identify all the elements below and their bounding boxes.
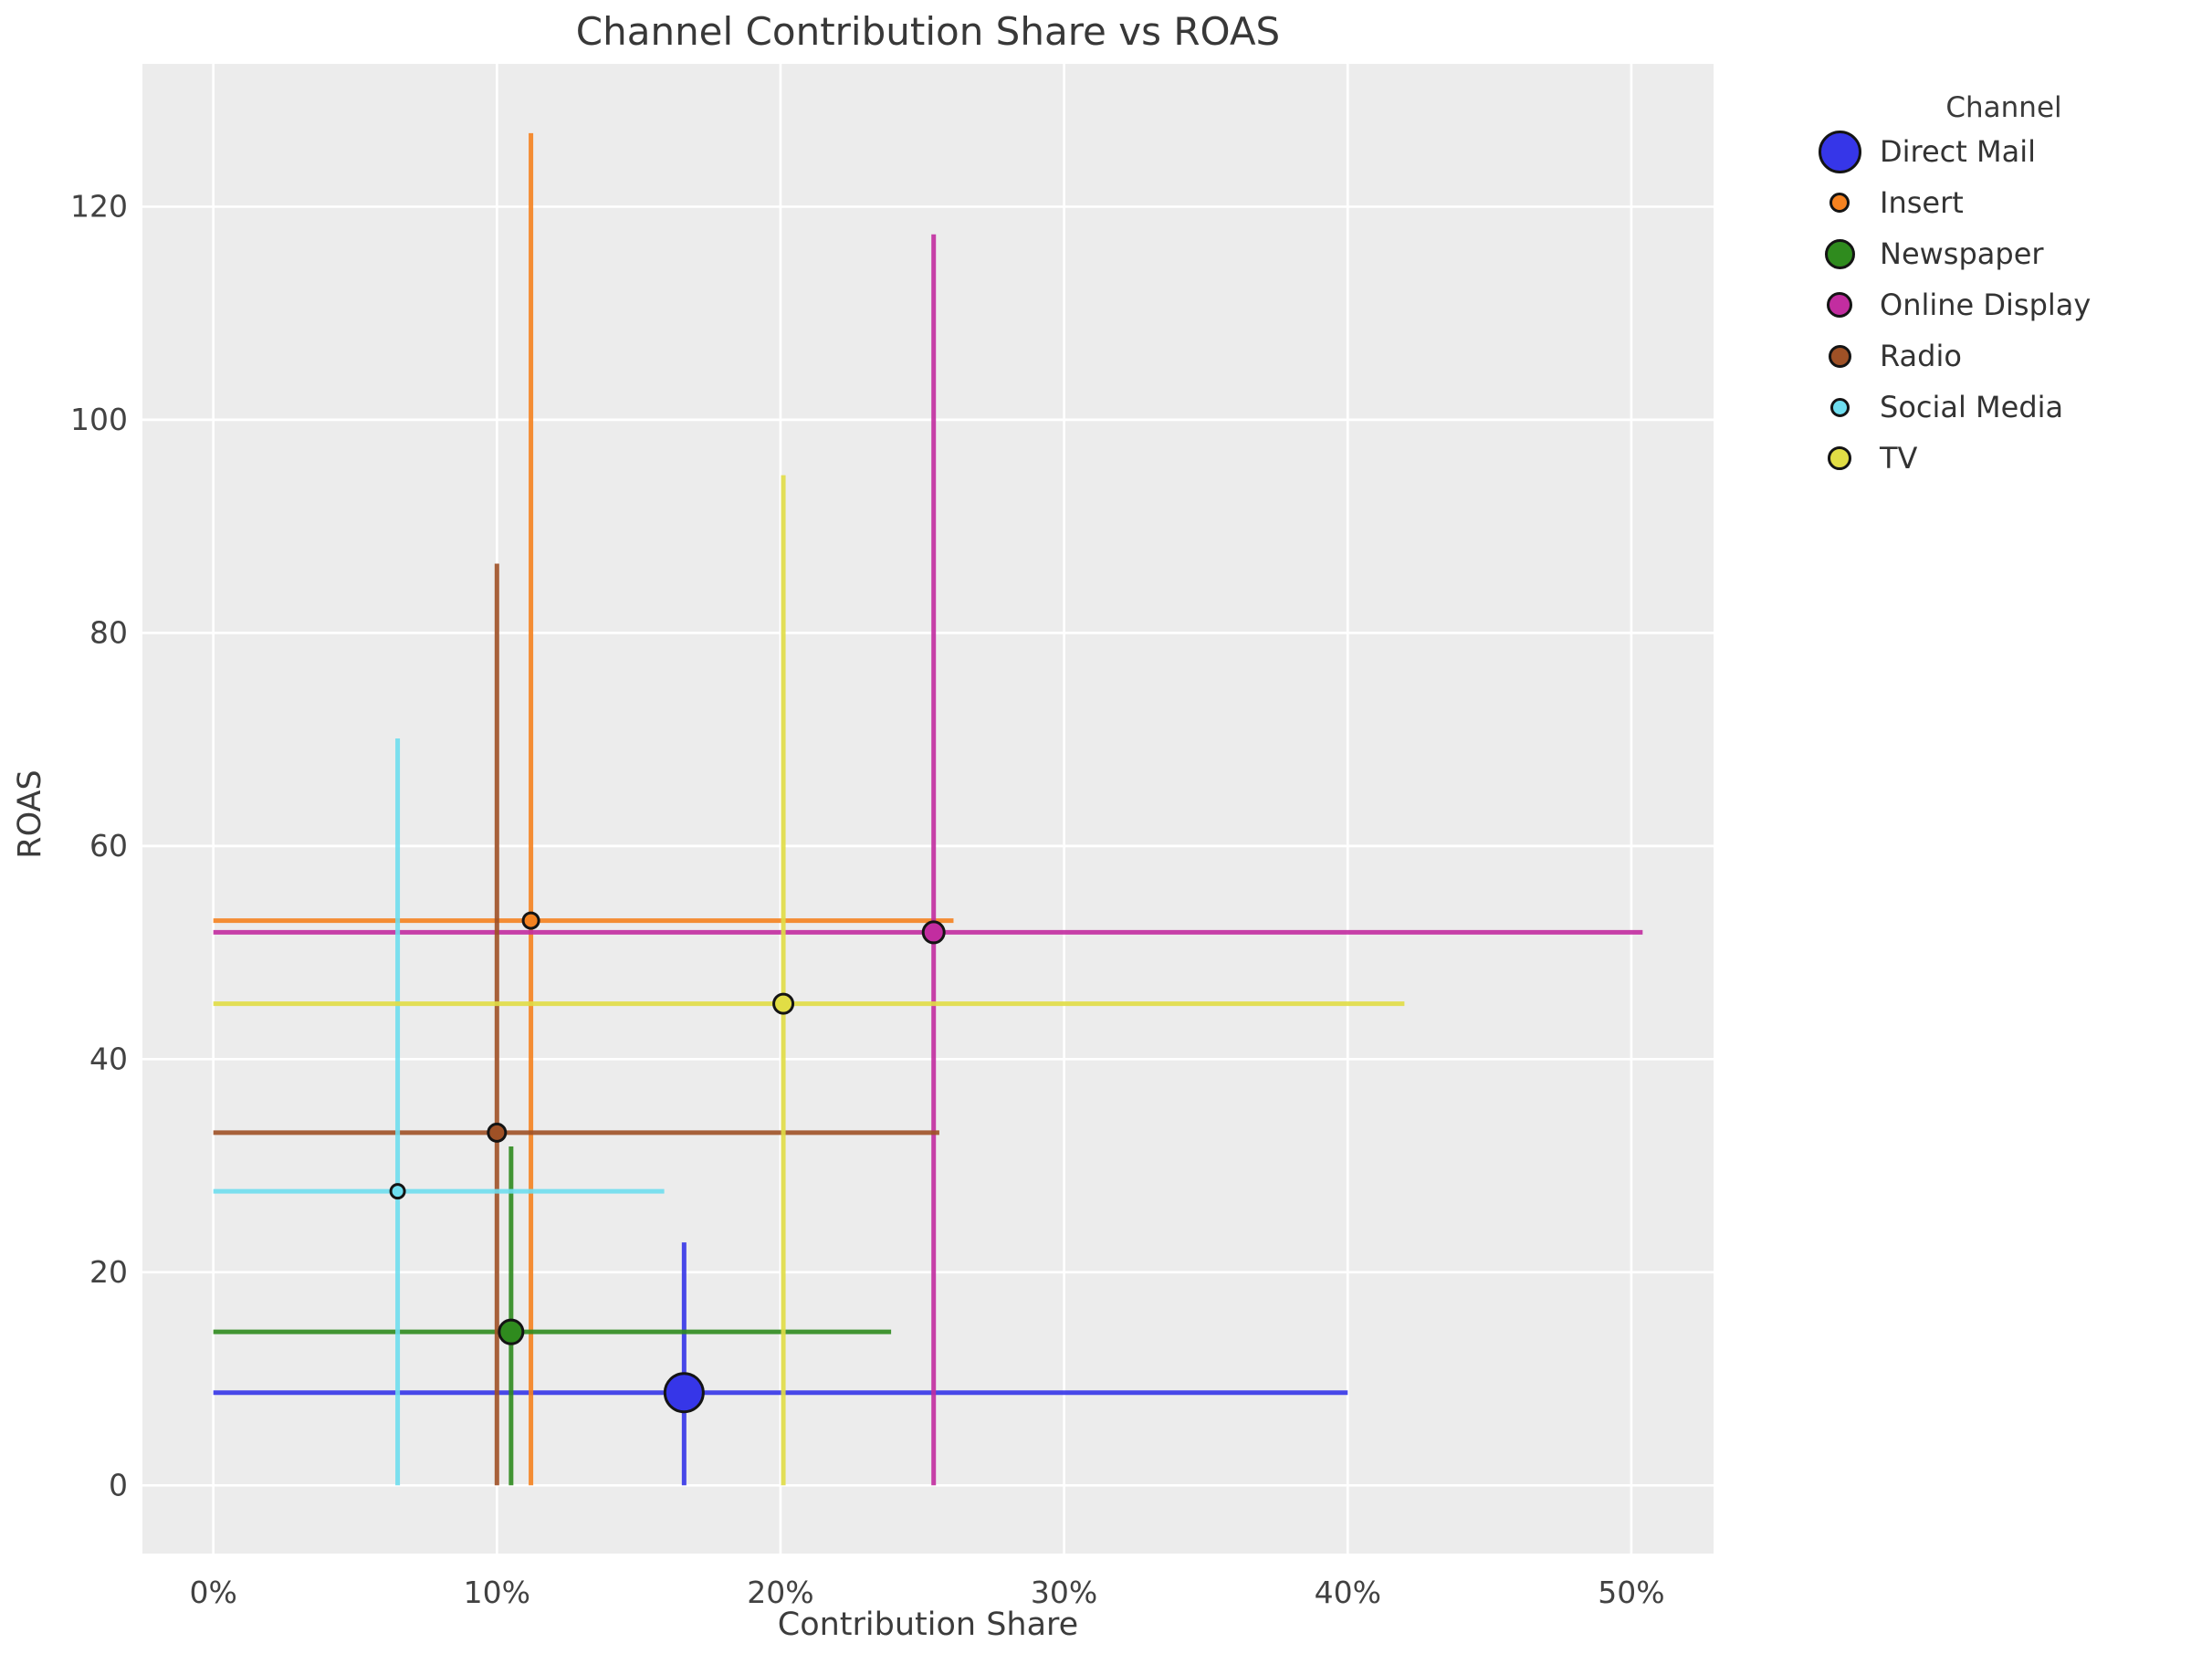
legend-marker-cell (1812, 446, 1867, 470)
legend-label: Radio (1880, 339, 1962, 373)
legend-title: Channel (1945, 91, 2062, 124)
legend-item-online-display: Online Display (1812, 279, 2196, 330)
data-point-direct-mail (663, 1372, 705, 1414)
y-tick-label: 40 (89, 1041, 128, 1076)
legend-label: Insert (1880, 185, 1964, 220)
x-tick-label: 20% (747, 1575, 813, 1610)
data-point-social-media (389, 1183, 406, 1200)
legend-item-newspaper: Newspaper (1812, 228, 2196, 279)
legend-marker-cell (1812, 193, 1867, 213)
legend-label: Direct Mail (1880, 134, 2036, 169)
data-point-tv (772, 992, 795, 1015)
legend-marker-radio-icon (1828, 344, 1851, 368)
x-tick-label: 0% (189, 1575, 236, 1610)
x-tick-label: 10% (464, 1575, 530, 1610)
data-point-insert (521, 911, 540, 930)
data-point-radio (487, 1122, 508, 1143)
legend-label: Social Media (1880, 390, 2064, 424)
legend-label: TV (1880, 441, 1918, 476)
x-axis-label: Contribution Share (777, 1606, 1079, 1643)
data-point-newspaper (498, 1318, 525, 1345)
legend-marker-cell (1812, 344, 1867, 368)
legend-item-social-media: Social Media (1812, 382, 2196, 433)
legend-marker-online-display-icon (1827, 292, 1852, 318)
legend-marker-tv-icon (1828, 446, 1851, 470)
y-tick-label: 0 (109, 1467, 128, 1502)
legend-marker-cell (1812, 238, 1867, 269)
x-tick-label: 50% (1598, 1575, 1664, 1610)
legend-marker-newspaper-icon (1824, 238, 1855, 269)
x-tick-label: 30% (1031, 1575, 1097, 1610)
legend-item-tv: TV (1812, 433, 2196, 484)
legend: Channel Direct Mail Insert Newspaper Online… (1812, 89, 2196, 484)
y-tick-label: 20 (89, 1254, 128, 1290)
y-tick-label: 80 (89, 614, 128, 650)
legend-marker-cell (1812, 397, 1867, 417)
legend-item-insert: Insert (1812, 177, 2196, 228)
legend-marker-cell (1812, 292, 1867, 318)
plot-area (142, 64, 1714, 1554)
legend-marker-insert-icon (1829, 193, 1850, 213)
chart-title: Channel Contribution Share vs ROAS (575, 9, 1281, 54)
legend-label: Online Display (1880, 288, 2091, 322)
legend-item-direct-mail: Direct Mail (1812, 126, 2196, 177)
legend-marker-direct-mail-icon (1818, 130, 1861, 173)
y-tick-label: 100 (70, 402, 128, 437)
y-axis-label: ROAS (12, 769, 48, 859)
legend-item-radio: Radio (1812, 330, 2196, 382)
x-tick-label: 40% (1315, 1575, 1381, 1610)
legend-marker-social-media-icon (1829, 397, 1850, 417)
legend-marker-cell (1812, 130, 1867, 173)
legend-label: Newspaper (1880, 236, 2044, 271)
data-point-online-display (921, 920, 946, 945)
y-tick-label: 60 (89, 828, 128, 863)
y-tick-label: 120 (70, 188, 128, 224)
